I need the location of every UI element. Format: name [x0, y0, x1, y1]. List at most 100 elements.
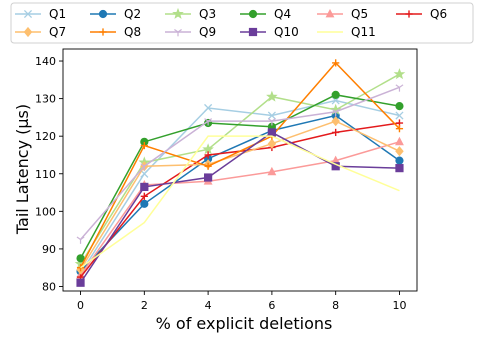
- y-axis-label: Tail Latency (μs): [13, 104, 32, 235]
- series-line: [79, 131, 400, 284]
- legend-item-q5: Q5: [317, 7, 368, 21]
- data-point: [267, 138, 277, 149]
- legend-item-q10: Q10: [240, 25, 299, 39]
- legend-marker: [23, 26, 33, 38]
- legend-label: Q4: [274, 7, 291, 21]
- data-point: [76, 278, 85, 287]
- series-line: [79, 122, 400, 278]
- data-point: [267, 128, 276, 137]
- data-point: [204, 151, 212, 159]
- series-line: [79, 99, 400, 274]
- data-point: [140, 163, 149, 171]
- legend-label: Q9: [199, 25, 216, 39]
- x-axis-label: % of explicit deletions: [156, 314, 333, 333]
- legend-item-q11: Q11: [317, 25, 376, 39]
- legend-marker: [248, 9, 258, 19]
- data-point: [395, 156, 404, 165]
- series-line: [80, 135, 400, 269]
- series-q1: [76, 96, 404, 278]
- y-tick-label: 130: [35, 93, 56, 106]
- data-point: [267, 166, 277, 176]
- legend-item-q8: Q8: [90, 25, 141, 39]
- data-point: [395, 102, 404, 111]
- data-point: [395, 125, 404, 133]
- y-tick-label: 100: [35, 205, 56, 218]
- legend-box: [10, 2, 474, 44]
- data-point: [267, 111, 276, 120]
- series-q5: [76, 136, 404, 279]
- series-q11: [80, 135, 400, 269]
- data-point: [395, 146, 404, 157]
- data-point: [395, 111, 404, 120]
- series-line: [79, 86, 400, 241]
- data-point: [331, 90, 340, 99]
- data-point: [76, 264, 85, 272]
- legend-item-q6: Q6: [396, 7, 447, 21]
- legend-label: Q10: [274, 25, 299, 39]
- legend-label: Q3: [199, 7, 216, 21]
- legend-item-q7: Q7: [15, 25, 66, 39]
- legend-item-q4: Q4: [240, 7, 291, 21]
- x-tick-label: 2: [141, 299, 148, 312]
- x-tick-label: 4: [205, 299, 212, 312]
- series-q8: [76, 59, 404, 272]
- data-point: [395, 136, 404, 146]
- data-point: [332, 128, 340, 137]
- legend-item-q1: Q1: [15, 7, 66, 21]
- series-q10: [76, 128, 404, 287]
- legend-marker: [172, 7, 184, 19]
- y-tick-label: 120: [35, 130, 56, 143]
- legend-marker: [99, 28, 107, 36]
- data-point: [332, 59, 340, 67]
- legend-label: Q6: [430, 7, 447, 21]
- data-point: [76, 254, 85, 263]
- x-tick-label: 6: [268, 299, 275, 312]
- series-q9: [76, 84, 404, 244]
- data-point: [140, 141, 148, 150]
- series-line: [79, 114, 400, 272]
- data-point: [204, 103, 213, 113]
- legend-label: Q8: [124, 25, 141, 39]
- data-point: [393, 68, 406, 80]
- data-point: [140, 199, 149, 208]
- legend-label: Q1: [49, 7, 66, 21]
- data-point: [76, 236, 85, 244]
- legend-label: Q5: [351, 7, 368, 21]
- y-tick-label: 140: [35, 55, 56, 68]
- data-point: [140, 192, 148, 200]
- series-line: [79, 141, 400, 276]
- legend-marker: [405, 10, 413, 18]
- series-q6: [76, 119, 404, 281]
- legend-marker: [248, 27, 258, 37]
- plot-frame: [62, 48, 418, 292]
- legend-marker: [325, 8, 335, 18]
- legend-item-q2: Q2: [90, 7, 141, 21]
- data-point: [331, 108, 340, 117]
- data-point: [202, 143, 214, 155]
- legend-item-q9: Q9: [165, 25, 216, 39]
- data-point: [395, 84, 404, 92]
- data-point: [140, 182, 149, 192]
- legend-marker: [174, 28, 182, 37]
- data-point: [395, 164, 404, 173]
- legend-label: Q11: [351, 25, 376, 39]
- data-point: [204, 162, 212, 170]
- data-point: [204, 173, 213, 182]
- series-q3: [74, 68, 406, 269]
- x-tick-label: 10: [392, 299, 406, 312]
- series-line: [79, 120, 400, 270]
- x-tick-label: 8: [332, 299, 339, 312]
- series-line: [79, 61, 400, 269]
- series-q7: [76, 116, 404, 275]
- data-point: [267, 118, 276, 126]
- legend-marker: [98, 9, 108, 19]
- legend-item-q3: Q3: [165, 7, 216, 21]
- data-point: [204, 118, 213, 126]
- legend-marker: [23, 9, 33, 19]
- legend-label: Q7: [49, 25, 66, 39]
- legend-label: Q2: [124, 7, 141, 21]
- data-point: [266, 90, 278, 102]
- data-point: [331, 116, 340, 127]
